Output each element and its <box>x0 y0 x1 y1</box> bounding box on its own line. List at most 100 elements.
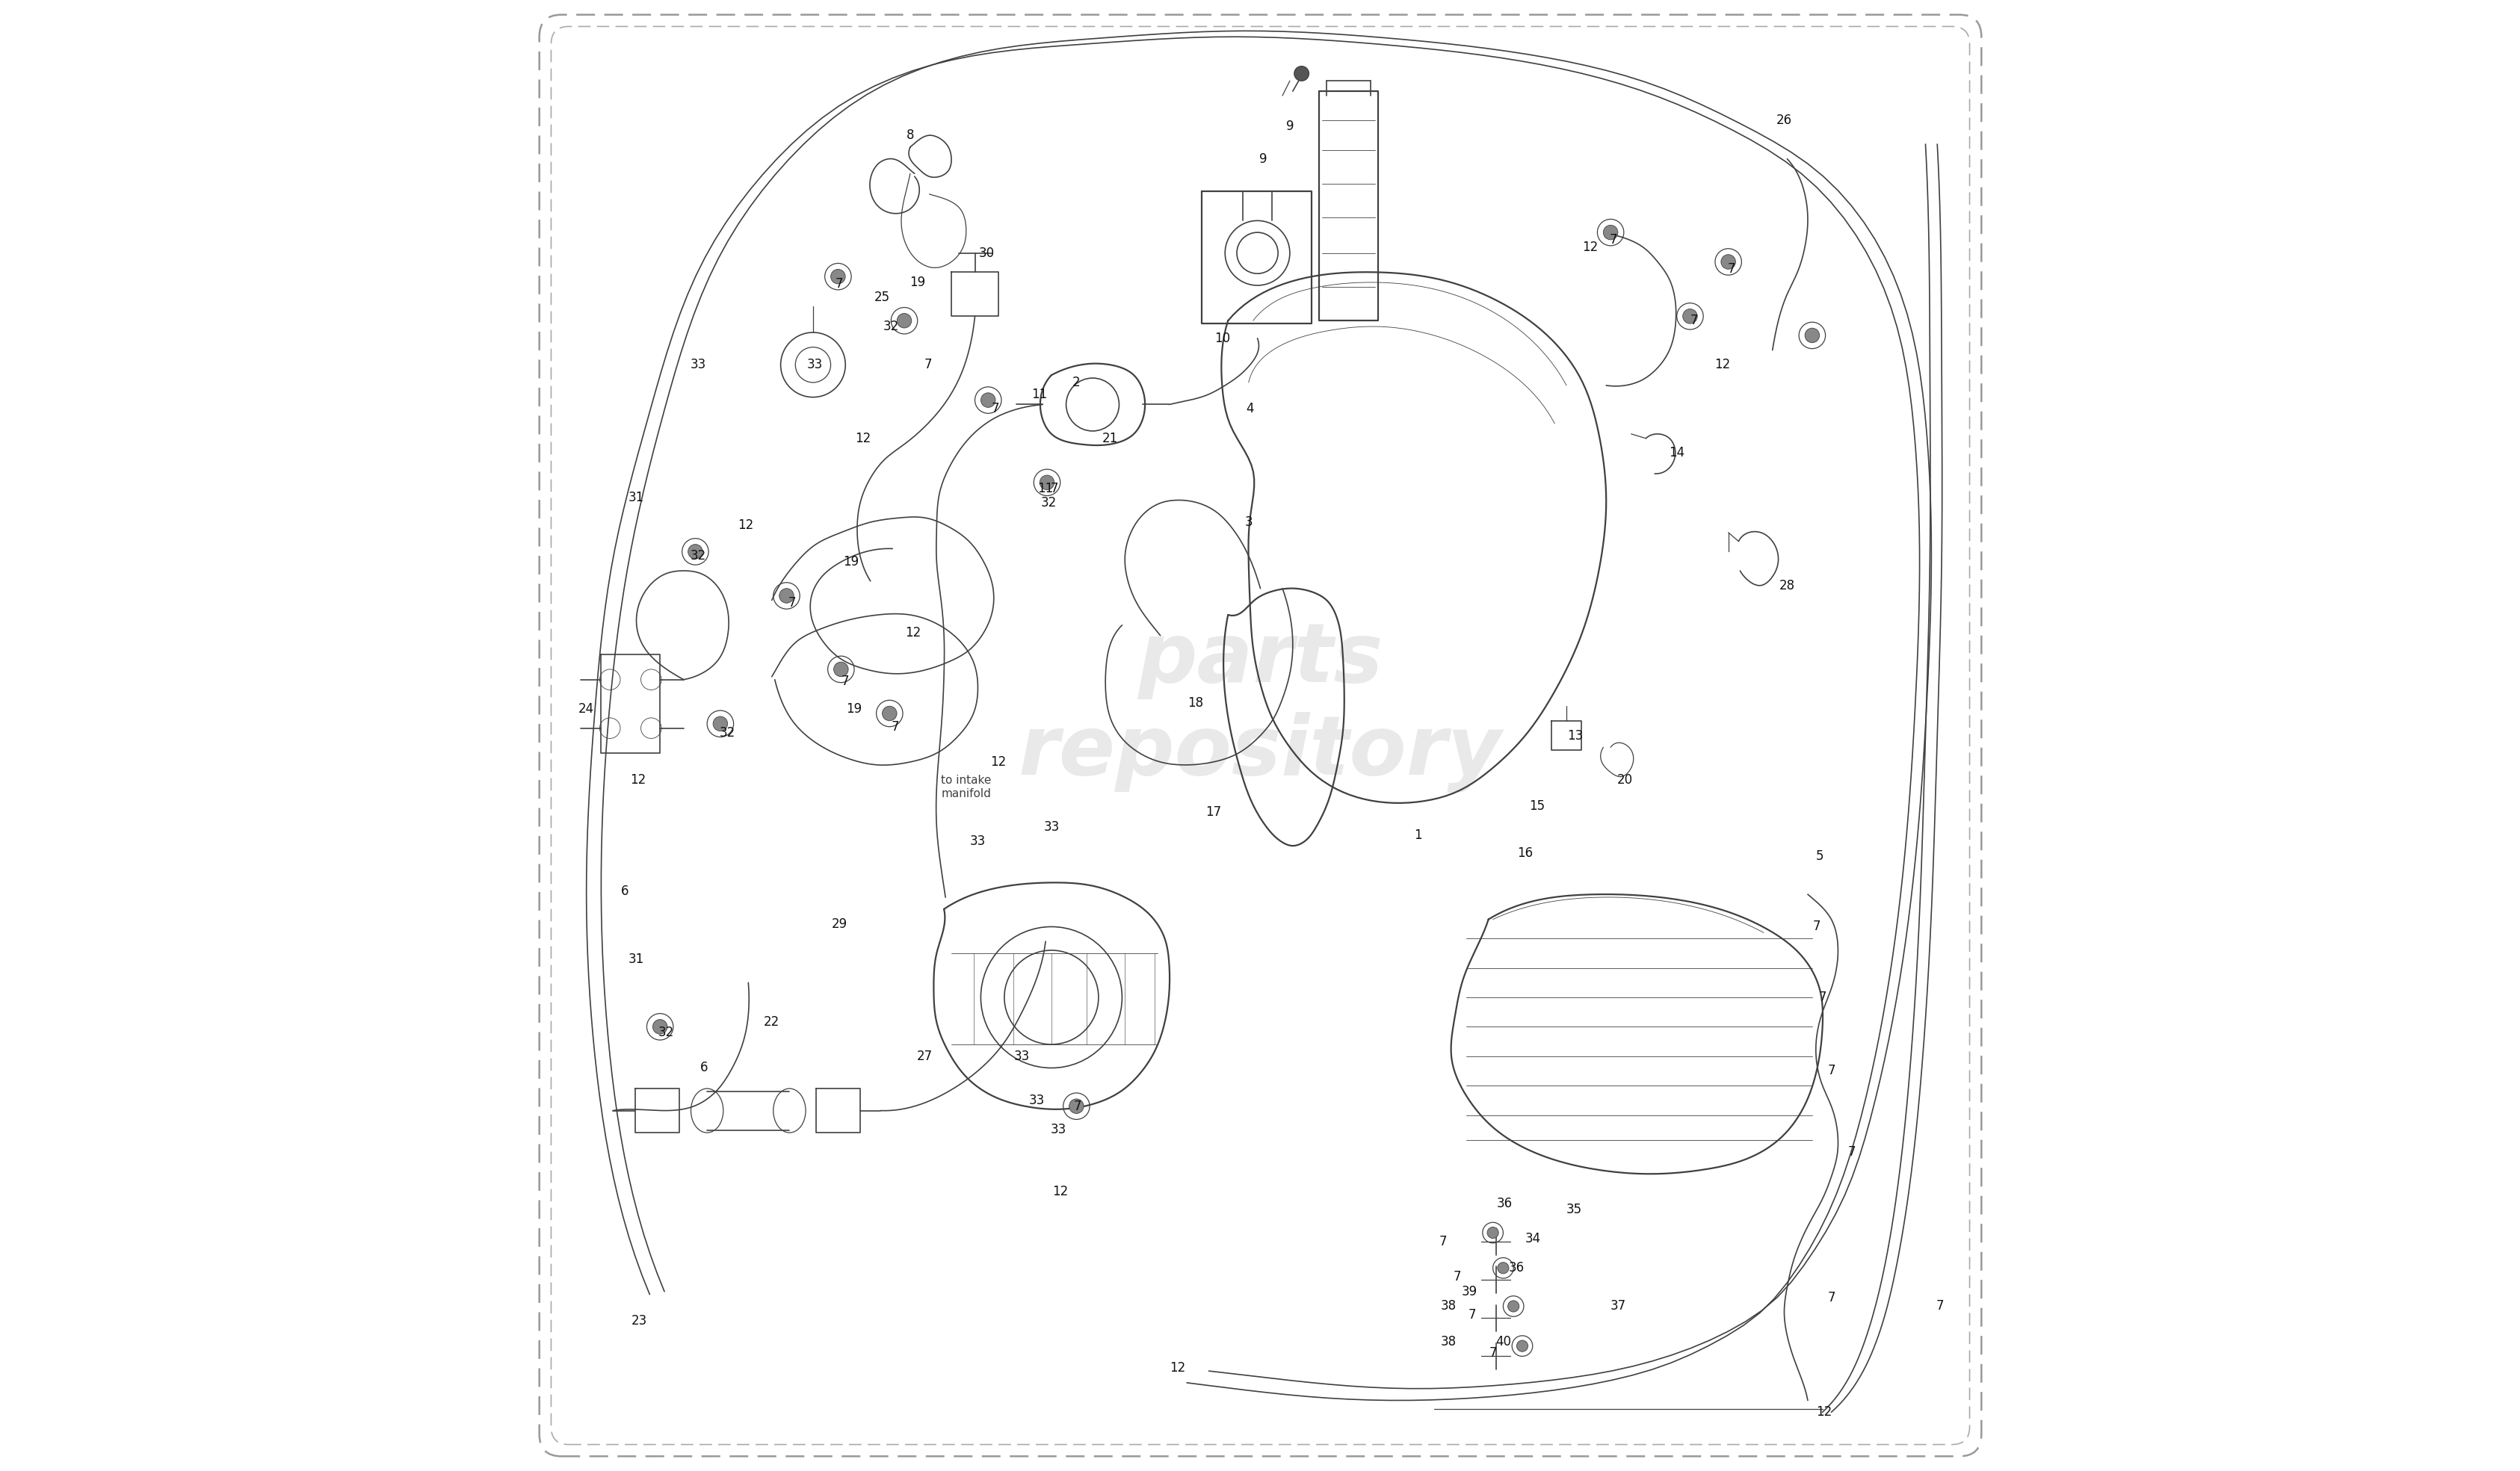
Text: 32: 32 <box>721 725 736 740</box>
Text: 36: 36 <box>1507 1261 1525 1275</box>
Text: 32: 32 <box>1041 496 1056 510</box>
Text: 15: 15 <box>1530 799 1545 813</box>
Text: 33: 33 <box>970 834 985 849</box>
Circle shape <box>713 716 728 731</box>
Text: 6: 6 <box>701 1061 708 1075</box>
Text: 20: 20 <box>1618 772 1633 787</box>
Text: 22: 22 <box>764 1015 779 1030</box>
Text: 7: 7 <box>892 719 900 734</box>
Text: 16: 16 <box>1517 846 1532 861</box>
Text: 33: 33 <box>806 357 822 372</box>
Text: parts
repository: parts repository <box>1018 619 1502 793</box>
Text: 9: 9 <box>1260 152 1268 166</box>
Text: 21: 21 <box>1101 431 1119 446</box>
Text: 33: 33 <box>1028 1093 1043 1108</box>
Circle shape <box>1517 1340 1527 1352</box>
Text: 5: 5 <box>1814 849 1822 863</box>
Text: 7: 7 <box>842 674 849 688</box>
Text: 12: 12 <box>1169 1361 1184 1375</box>
Text: 7: 7 <box>1454 1269 1462 1284</box>
Text: 37: 37 <box>1610 1299 1625 1314</box>
Text: 14: 14 <box>1668 446 1683 460</box>
Text: 31: 31 <box>627 952 645 966</box>
Text: 19: 19 <box>910 275 925 290</box>
Text: 3: 3 <box>1245 515 1252 530</box>
Text: 33: 33 <box>1013 1049 1031 1064</box>
Text: 12: 12 <box>905 625 920 640</box>
Text: 11: 11 <box>1031 387 1048 402</box>
Text: 32: 32 <box>690 549 706 563</box>
Text: 7: 7 <box>789 596 796 610</box>
Circle shape <box>834 662 849 677</box>
Circle shape <box>1487 1227 1497 1239</box>
Text: 33: 33 <box>690 357 706 372</box>
Text: 17: 17 <box>1205 805 1220 819</box>
Text: 7: 7 <box>1817 990 1827 1005</box>
Text: 9: 9 <box>1285 119 1293 134</box>
Circle shape <box>1497 1262 1509 1274</box>
Text: 36: 36 <box>1497 1196 1512 1211</box>
Circle shape <box>653 1019 668 1034</box>
Text: 27: 27 <box>917 1049 932 1064</box>
Circle shape <box>832 269 844 284</box>
Circle shape <box>1603 225 1618 240</box>
Text: 7: 7 <box>1935 1299 1943 1314</box>
Text: 7: 7 <box>1847 1144 1855 1159</box>
Text: 12: 12 <box>738 518 753 533</box>
Text: 7: 7 <box>1827 1064 1835 1078</box>
Text: 7: 7 <box>925 357 932 372</box>
Text: 32: 32 <box>658 1025 673 1040</box>
Text: 12: 12 <box>990 755 1005 769</box>
Text: 38: 38 <box>1441 1334 1457 1349</box>
Text: 12: 12 <box>1814 1405 1832 1420</box>
Text: 13: 13 <box>1567 728 1583 743</box>
Circle shape <box>1068 1099 1084 1114</box>
Text: 7: 7 <box>990 402 998 416</box>
Text: 33: 33 <box>1043 819 1058 834</box>
Text: 12: 12 <box>630 772 645 787</box>
Text: 12: 12 <box>1583 240 1598 254</box>
Text: 2: 2 <box>1071 375 1081 390</box>
Text: 18: 18 <box>1187 696 1202 710</box>
Text: 39: 39 <box>1462 1284 1477 1299</box>
Text: 12: 12 <box>1051 1184 1068 1199</box>
Circle shape <box>1721 254 1736 269</box>
Text: 34: 34 <box>1525 1231 1540 1246</box>
Text: 12: 12 <box>854 431 872 446</box>
Circle shape <box>1804 328 1819 343</box>
Text: to intake
manifold: to intake manifold <box>940 775 990 799</box>
Text: 11: 11 <box>1038 481 1053 496</box>
Text: 6: 6 <box>620 884 627 899</box>
Circle shape <box>1683 309 1696 324</box>
Circle shape <box>1293 66 1308 81</box>
Text: 7: 7 <box>1827 1290 1835 1305</box>
Circle shape <box>897 313 912 328</box>
Text: 7: 7 <box>1469 1308 1477 1322</box>
Text: 33: 33 <box>1051 1122 1066 1137</box>
Text: 30: 30 <box>978 246 995 260</box>
Text: 7: 7 <box>1439 1234 1446 1249</box>
Text: 10: 10 <box>1215 331 1230 346</box>
Text: 35: 35 <box>1565 1202 1580 1217</box>
Circle shape <box>980 393 995 407</box>
Text: 7: 7 <box>1726 262 1734 277</box>
Text: 40: 40 <box>1494 1334 1509 1349</box>
Text: 7: 7 <box>1074 1099 1081 1114</box>
Text: 28: 28 <box>1779 578 1794 593</box>
Text: 19: 19 <box>844 555 859 569</box>
Circle shape <box>1507 1300 1520 1312</box>
Text: 25: 25 <box>874 290 890 304</box>
Text: 7: 7 <box>834 277 844 291</box>
Text: 7: 7 <box>1610 232 1618 247</box>
Text: 7: 7 <box>1812 919 1819 934</box>
Circle shape <box>882 706 897 721</box>
Circle shape <box>1038 475 1053 490</box>
Text: 7: 7 <box>1691 313 1698 328</box>
Circle shape <box>688 544 703 559</box>
Text: 8: 8 <box>907 128 915 143</box>
Text: 29: 29 <box>832 916 847 931</box>
Circle shape <box>779 588 794 603</box>
Text: 1: 1 <box>1414 828 1421 843</box>
Text: 7: 7 <box>1489 1346 1497 1361</box>
Text: 4: 4 <box>1245 402 1252 416</box>
